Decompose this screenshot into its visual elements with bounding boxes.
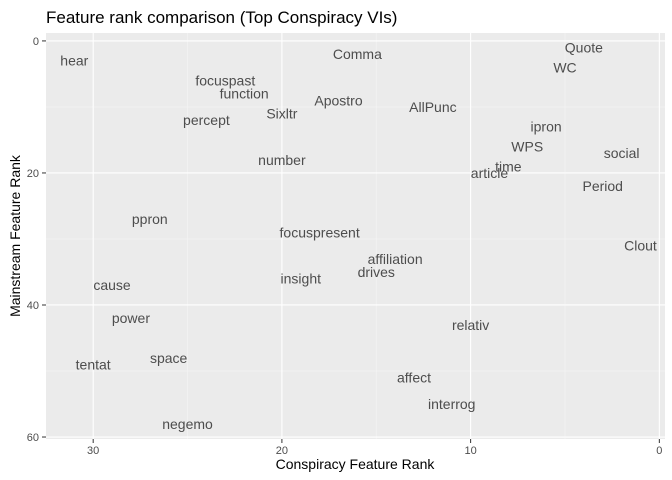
y-axis: 0 20 40 60	[27, 36, 46, 444]
point-label-comma: Comma	[333, 46, 382, 62]
point-label-wc: WC	[553, 59, 576, 75]
major-gridlines	[46, 33, 665, 439]
point-label-drives: drives	[358, 264, 395, 280]
point-label-affiliation: affiliation	[368, 251, 423, 267]
point-label-hear: hear	[60, 53, 88, 69]
minor-gridlines	[46, 33, 665, 439]
point-label-function: function	[220, 86, 269, 102]
x-axis: 30 20 10 0	[87, 439, 662, 457]
point-label-focuspresent: focuspresent	[280, 224, 360, 240]
point-label-time: time	[495, 158, 522, 174]
point-label-apostro: Apostro	[314, 92, 362, 108]
x-tick-label: 30	[87, 445, 99, 457]
point-label-focuspast: focuspast	[195, 73, 255, 89]
y-tick-label: 0	[33, 36, 39, 48]
point-label-ppron: ppron	[132, 211, 168, 227]
y-tick-label: 40	[27, 300, 39, 312]
y-tick-label: 20	[27, 168, 39, 180]
point-label-percept: percept	[183, 112, 230, 128]
point-label-sixltr: Sixltr	[266, 106, 297, 122]
point-label-ipron: ipron	[531, 119, 562, 135]
y-tick-label: 60	[27, 432, 39, 444]
x-tick-label: 0	[656, 445, 662, 457]
point-label-negemo: negemo	[162, 416, 213, 432]
point-label-power: power	[112, 310, 150, 326]
point-label-cause: cause	[93, 277, 131, 293]
point-label-article: article	[471, 165, 509, 181]
point-label-clout: Clout	[624, 238, 657, 254]
y-axis-title: Mainstream Feature Rank	[7, 154, 23, 317]
x-tick-label: 20	[276, 445, 288, 457]
point-label-period: Period	[582, 178, 622, 194]
point-label-tentat: tentat	[76, 356, 111, 372]
point-label-affect: affect	[397, 370, 431, 386]
point-label-number: number	[258, 152, 306, 168]
point-label-allpunc: AllPunc	[409, 99, 456, 115]
chart-title: Feature rank comparison (Top Conspiracy …	[46, 8, 397, 27]
point-label-interrog: interrog	[428, 396, 475, 412]
x-axis-title: Conspiracy Feature Rank	[276, 456, 436, 472]
point-label-quote: Quote	[565, 40, 603, 56]
x-tick-label: 10	[464, 445, 476, 457]
point-label-insight: insight	[281, 271, 322, 287]
plot-panel	[46, 33, 665, 439]
point-label-social: social	[604, 145, 640, 161]
point-label-wps: WPS	[511, 139, 543, 155]
point-label-relativ: relativ	[452, 317, 489, 333]
point-label-space: space	[150, 350, 188, 366]
